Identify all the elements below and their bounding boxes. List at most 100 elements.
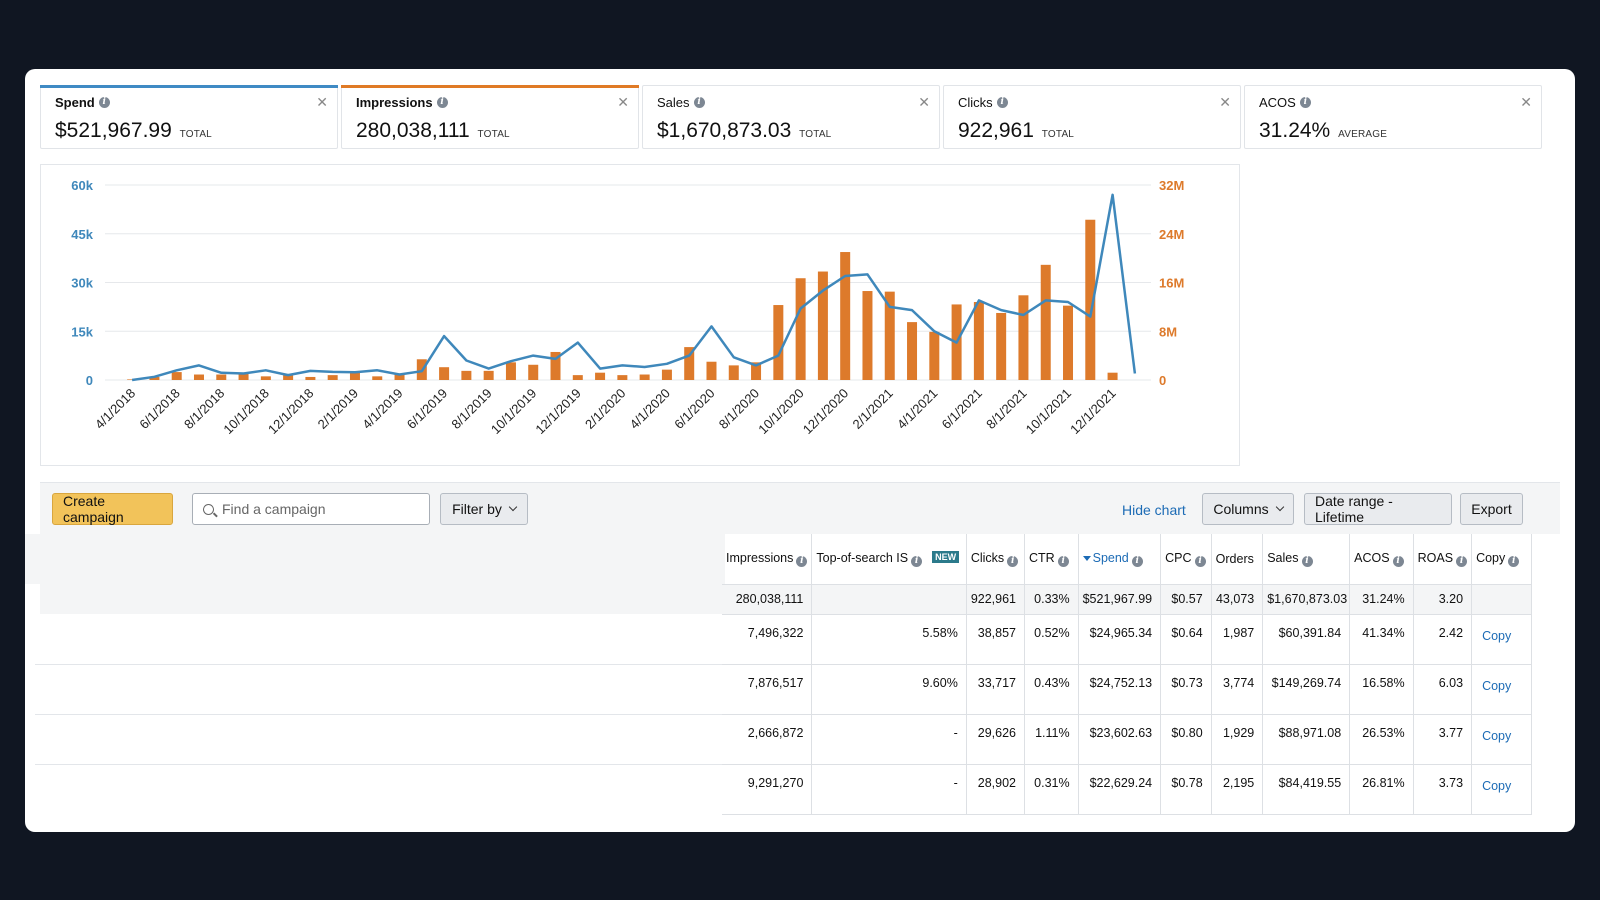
cell-clicks: 29,626 [966,714,1026,765]
close-icon[interactable]: ✕ [1520,94,1532,110]
hide-chart-link[interactable]: Hide chart [1122,502,1186,518]
column-header-cpc[interactable]: CPC i [1160,534,1212,585]
info-icon[interactable]: i [911,555,923,567]
table-row[interactable]: 2,666,872-29,626 1.11% $23,602.63 $0.80 1,92… [722,714,1532,765]
column-header-orders[interactable]: Orders [1211,534,1264,585]
info-icon[interactable]: i [1194,555,1206,567]
metric-card-impressions[interactable]: Impressions i 280,038,111 TOTAL ✕ [341,85,639,149]
card-value: 31.24% AVERAGE [1259,119,1388,142]
bar-impressions [439,367,450,380]
cell-cpc: $0.78 [1160,764,1212,815]
row-divider [35,714,725,715]
info-icon[interactable]: i [796,555,808,567]
column-header-spend[interactable]: Spend i [1078,534,1162,585]
bar-impressions [840,252,851,380]
info-icon[interactable]: i [1007,555,1019,567]
bar-impressions [372,376,383,380]
info-icon[interactable]: i [98,97,110,108]
chevron-down-icon [1275,502,1284,512]
info-icon[interactable]: i [693,97,705,108]
chart-svg: 015k30k45k60k08M16M24M32M4/1/20186/1/201… [71,178,1184,438]
cell-sales: $149,269.74 [1262,664,1351,715]
cell-top-of-search: 9.60% [811,664,967,715]
info-icon[interactable]: i [1131,555,1143,567]
x-tick-label: 4/1/2019 [359,386,405,432]
info-icon[interactable]: i [1057,555,1069,567]
card-value: $1,670,873.03 TOTAL [657,119,832,142]
total-spend: $521,967.99 [1078,584,1162,615]
copy-link[interactable]: Copy [1482,778,1512,793]
x-tick-label: 12/1/2020 [800,386,852,438]
x-tick-label: 2/1/2021 [849,386,895,432]
campaign-toolbar: Create campaign Filter by Hide chart Col… [40,482,1560,534]
cell-orders: 2,195 [1211,764,1264,815]
table-total-row: 280,038,111 922,961 0.33% $521,967.99 $0… [722,584,1532,615]
info-icon[interactable]: i [1456,555,1468,567]
bar-impressions [929,331,940,380]
y-right-tick-label: 8M [1159,324,1177,339]
metric-card-spend[interactable]: Spend i $521,967.99 TOTAL ✕ [40,85,338,149]
search-input[interactable] [222,501,412,517]
metric-card-acos[interactable]: ACOS i 31.24% AVERAGE ✕ [1244,85,1542,149]
info-icon[interactable]: i [996,97,1008,108]
cell-acos: 41.34% [1349,614,1414,665]
card-accent-bar [40,85,338,88]
column-header-top-of-search[interactable]: Top-of-search IS i NEW [811,534,967,585]
copy-link[interactable]: Copy [1482,678,1512,693]
close-icon[interactable]: ✕ [1219,94,1231,110]
y-right-tick-label: 0 [1159,373,1166,388]
metric-card-sales[interactable]: Sales i $1,670,873.03 TOTAL ✕ [642,85,940,149]
table-row[interactable]: 7,496,322 5.58% 38,857 0.52% $24,965.34 $0.64… [722,614,1532,665]
bar-impressions [773,305,784,380]
columns-dropdown[interactable]: Columns [1202,493,1294,525]
table-row[interactable]: 9,291,270-28,902 0.31% $22,629.24 $0.78 2,19… [722,764,1532,815]
info-icon[interactable]: i [1301,555,1313,567]
column-header-ctr[interactable]: CTR i [1024,534,1079,585]
bar-impressions [528,364,539,380]
copy-link[interactable]: Copy [1482,628,1512,643]
filter-by-dropdown[interactable]: Filter by [440,493,528,525]
bar-impressions [1107,372,1118,380]
x-tick-label: 4/1/2020 [627,386,673,432]
new-badge: NEW [932,550,960,563]
column-header-sales[interactable]: Sales i [1262,534,1351,585]
export-button[interactable]: Export [1460,493,1523,525]
cell-clicks: 28,902 [966,764,1026,815]
column-header-roas[interactable]: ROAS i [1413,534,1473,585]
close-icon[interactable]: ✕ [918,94,930,110]
column-header-acos[interactable]: ACOS i [1349,534,1414,585]
date-range-button[interactable]: Date range - Lifetime [1304,493,1452,525]
close-icon[interactable]: ✕ [617,94,629,110]
cell-top-of-search: 5.58% [811,614,967,665]
cell-orders: 3,774 [1211,664,1264,715]
cell-sales: $88,971.08 [1262,714,1351,765]
card-accent-bar [341,85,639,88]
cell-ctr: 0.31% [1024,764,1079,815]
info-icon[interactable]: i [1299,97,1311,108]
cell-cpc: $0.80 [1160,714,1212,765]
bar-impressions [349,371,360,380]
x-tick-label: 4/1/2018 [92,386,138,432]
campaign-search[interactable] [192,493,430,525]
cell-ctr: 0.43% [1024,664,1079,715]
column-header-clicks[interactable]: Clicks i [966,534,1026,585]
info-icon[interactable]: i [1392,555,1404,567]
bar-impressions [461,370,472,380]
bar-impressions [305,376,316,380]
card-label: Clicks i [958,95,1008,110]
bar-impressions [751,362,762,380]
x-tick-label: 2/1/2019 [315,386,361,432]
bar-impressions [283,373,294,380]
column-header-impressions[interactable]: Impressions i [722,534,813,585]
metric-card-clicks[interactable]: Clicks i 922,961 TOTAL ✕ [943,85,1241,149]
cell-copy: Copy [1471,614,1532,665]
y-left-tick-label: 30k [71,276,93,291]
y-right-tick-label: 24M [1159,227,1184,242]
copy-link[interactable]: Copy [1482,728,1512,743]
table-row[interactable]: 7,876,517 9.60% 33,717 0.43% $24,752.13 $0.73… [722,664,1532,715]
create-campaign-button[interactable]: Create campaign [52,493,173,525]
info-icon[interactable]: i [1508,555,1520,567]
cell-spend: $23,602.63 [1078,714,1162,765]
info-icon[interactable]: i [436,97,448,108]
close-icon[interactable]: ✕ [316,94,328,110]
